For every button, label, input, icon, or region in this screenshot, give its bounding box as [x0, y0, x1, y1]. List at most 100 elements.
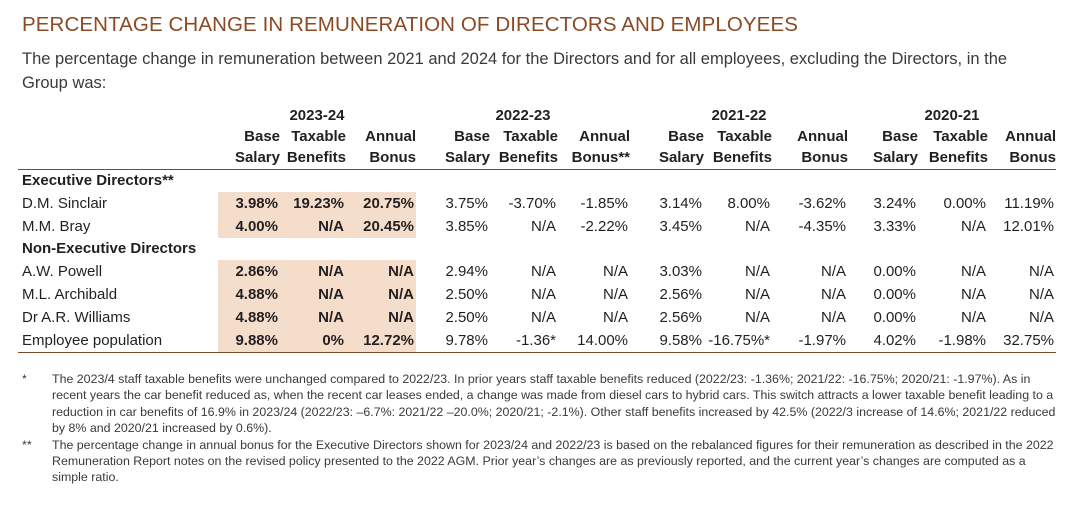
table-row: M.M. Bray 4.00% N/A 20.45% 3.85% N/A -2.…	[18, 215, 1056, 238]
footnote-marker: *	[22, 372, 27, 386]
year-header: 2021-22	[711, 107, 767, 124]
column-header: Annual	[1005, 128, 1056, 145]
year-header: 2020-21	[924, 107, 980, 124]
column-header: Bonus	[346, 147, 416, 170]
table-cell: 2.56%	[659, 285, 702, 303]
table-cell: N/A	[820, 285, 846, 303]
table-cell: 2.50%	[445, 308, 488, 326]
column-header: Taxable	[503, 128, 558, 145]
table-cell: 3.85%	[445, 217, 488, 235]
table-cell: N/A	[1028, 308, 1054, 326]
remuneration-table: 2023-24 2022-23 2021-22 2020-21 Base Tax…	[18, 105, 1056, 353]
table-cell: -4.35%	[798, 217, 846, 235]
table-cell: 3.75%	[445, 194, 488, 212]
table-cell: 0.00%	[873, 285, 916, 303]
year-header: 2022-23	[495, 107, 551, 124]
table-cell: N/A	[530, 285, 556, 303]
table-cell: 9.58%	[630, 329, 704, 353]
table-cell: N/A	[602, 285, 628, 303]
table-cell: N/A	[280, 283, 346, 306]
table-row: M.L. Archibald 4.88% N/A N/A 2.50% N/A N…	[18, 283, 1056, 306]
table-cell: 4.88%	[218, 283, 280, 306]
table-cell: -1.98%	[918, 329, 988, 353]
column-header: Salary	[848, 147, 918, 170]
footnote-text: The percentage change in annual bonus fo…	[52, 437, 1054, 485]
table-cell: N/A	[744, 262, 770, 280]
table-cell: 3.98%	[218, 192, 280, 215]
table-cell: 3.33%	[873, 217, 916, 235]
footnote-marker: **	[22, 437, 32, 452]
table-cell: N/A	[530, 262, 556, 280]
table-cell: 8.00%	[727, 194, 770, 212]
column-header: Base	[668, 128, 704, 145]
column-header: Bonus**	[558, 147, 630, 170]
table-cell: N/A	[820, 308, 846, 326]
section-row: Executive Directors**	[18, 170, 1056, 193]
table-cell: 4.88%	[218, 306, 280, 329]
footnote-text: The 2023/4 staff taxable benefits were u…	[52, 372, 1056, 436]
table-cell: N/A	[530, 217, 556, 235]
table-cell: 2.50%	[445, 285, 488, 303]
table-row: Employee population 9.88% 0% 12.72% 9.78…	[18, 329, 1056, 353]
table-cell: 4.02%	[848, 329, 918, 353]
footnote: ** The percentage change in annual bonus…	[22, 437, 1062, 486]
column-header: Salary	[218, 147, 280, 170]
column-header-row-2: Salary Benefits Bonus Salary Benefits Bo…	[18, 147, 1056, 170]
column-header: Benefits	[918, 147, 988, 170]
table-cell: 0.00%	[943, 194, 986, 212]
table-cell: N/A	[1028, 285, 1054, 303]
table-cell: 19.23%	[280, 192, 346, 215]
column-header: Base	[882, 128, 918, 145]
table-cell: N/A	[280, 215, 346, 238]
table-cell: N/A	[602, 262, 628, 280]
table-cell: -3.70%	[508, 194, 556, 212]
table-cell: 11.19%	[1004, 194, 1054, 212]
table-cell: N/A	[1028, 262, 1054, 280]
column-header: Annual	[579, 128, 630, 145]
table-cell: 12.72%	[346, 329, 416, 353]
section-row: Non-Executive Directors	[18, 238, 1056, 260]
table-cell: 9.78%	[416, 329, 490, 353]
year-header: 2023-24	[289, 107, 345, 124]
table-cell: -3.62%	[798, 194, 846, 212]
row-label: D.M. Sinclair	[22, 194, 108, 212]
row-label: A.W. Powell	[22, 262, 103, 280]
column-header-row-1: Base Taxable Annual Base Taxable Annual …	[18, 127, 1056, 147]
column-header: Taxable	[717, 128, 772, 145]
table-cell: 3.14%	[659, 194, 702, 212]
table-row: Dr A.R. Williams 4.88% N/A N/A 2.50% N/A…	[18, 306, 1056, 329]
column-header: Annual	[797, 128, 848, 145]
table-cell: N/A	[744, 308, 770, 326]
table-cell: N/A	[744, 285, 770, 303]
table-cell: 2.56%	[659, 308, 702, 326]
footnote: * The 2023/4 staff taxable benefits were…	[22, 371, 1062, 437]
table-cell: 32.75%	[988, 329, 1056, 353]
column-header: Taxable	[291, 128, 346, 145]
table-cell: 20.45%	[346, 215, 416, 238]
table-cell: 0.00%	[873, 308, 916, 326]
table-cell: 9.88%	[218, 329, 280, 353]
year-header-row: 2023-24 2022-23 2021-22 2020-21	[18, 105, 1056, 127]
table-cell: N/A	[346, 306, 416, 329]
table-cell: N/A	[820, 262, 846, 280]
page-title: PERCENTAGE CHANGE IN REMUNERATION OF DIR…	[22, 13, 799, 36]
table-cell: N/A	[960, 217, 986, 235]
column-header: Benefits	[704, 147, 772, 170]
table-cell: N/A	[960, 262, 986, 280]
column-header: Taxable	[933, 128, 988, 145]
table-cell: -1.85%	[580, 194, 628, 212]
table-cell: N/A	[346, 283, 416, 306]
table-cell: N/A	[960, 285, 986, 303]
footnotes: * The 2023/4 staff taxable benefits were…	[22, 371, 1062, 486]
column-header: Benefits	[280, 147, 346, 170]
table-cell: 2.86%	[218, 260, 280, 283]
row-label: M.M. Bray	[22, 217, 91, 235]
table-cell: N/A	[744, 217, 770, 235]
row-label: Dr A.R. Williams	[22, 308, 131, 326]
table-cell: -16.75%*	[704, 329, 772, 353]
table-cell: 4.00%	[218, 215, 280, 238]
table-cell: N/A	[602, 308, 628, 326]
table-cell: N/A	[280, 260, 346, 283]
column-header: Bonus	[772, 147, 848, 170]
